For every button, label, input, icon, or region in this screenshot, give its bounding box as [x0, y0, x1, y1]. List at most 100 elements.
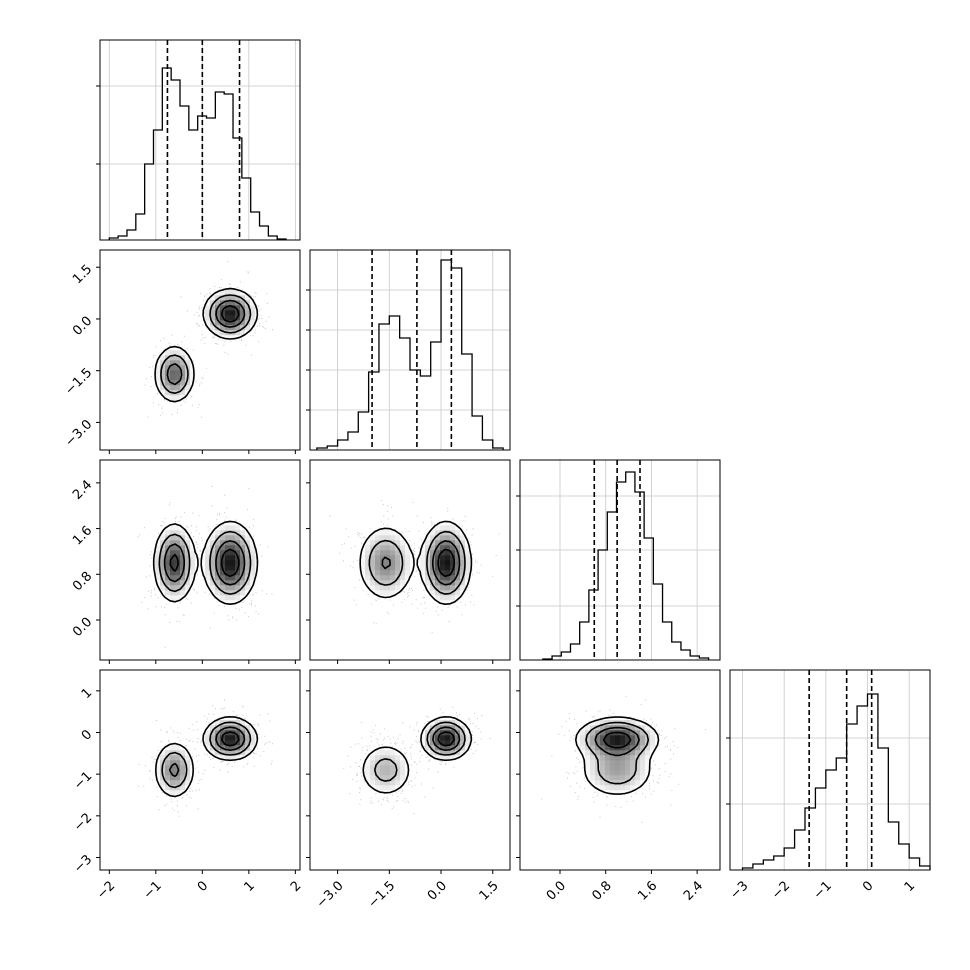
density-cell — [240, 540, 246, 546]
density-cell — [430, 750, 436, 756]
density-cell — [215, 310, 221, 316]
density-cell — [170, 595, 176, 601]
density-cell — [180, 370, 186, 376]
density-cell — [365, 760, 371, 766]
density-cell — [205, 730, 211, 736]
density-cell — [180, 585, 186, 591]
density-cell — [240, 330, 246, 336]
density-cell — [390, 590, 396, 596]
density-cell — [380, 780, 386, 786]
density-cell — [220, 525, 226, 531]
density-cell — [155, 360, 161, 366]
contour-line — [602, 731, 632, 749]
x-tick-label: −2 — [94, 878, 118, 902]
density-cell — [450, 750, 456, 756]
hist-panel-0 — [96, 39, 301, 241]
density-cell — [605, 760, 611, 766]
density-cell — [220, 535, 226, 541]
density-cell — [165, 550, 171, 556]
contour-line — [374, 721, 466, 782]
density-cell — [215, 595, 221, 601]
hist-panel-3 — [726, 669, 931, 871]
density-cell — [410, 565, 416, 571]
x-tick-label: 0.0 — [425, 878, 450, 903]
density-cell — [180, 750, 186, 756]
density-cell — [645, 760, 651, 766]
density-cell — [220, 560, 226, 566]
density-cell — [370, 540, 376, 546]
density-cell — [605, 720, 611, 726]
density-cell — [170, 755, 176, 761]
density-cell — [170, 585, 176, 591]
density-cell — [630, 785, 636, 791]
density-cell — [445, 565, 451, 571]
density-cell — [605, 725, 611, 731]
x-tick-label: −3.0 — [314, 878, 347, 911]
density-cell — [405, 560, 411, 566]
density-cell — [385, 540, 391, 546]
density-cell — [165, 760, 171, 766]
contour-line — [362, 716, 473, 794]
density-cell — [605, 775, 611, 781]
density-cell — [430, 745, 436, 751]
density-cell — [250, 565, 256, 571]
contour-line — [169, 726, 246, 778]
density-cell — [230, 590, 236, 596]
density-cell — [425, 575, 431, 581]
density-cell — [165, 790, 171, 796]
density-cell — [605, 740, 611, 746]
density-cell — [230, 290, 236, 296]
density-cell — [240, 525, 246, 531]
density-cell — [175, 530, 181, 536]
density-cell — [160, 565, 166, 571]
density-cell — [210, 540, 216, 546]
density-cell — [435, 735, 441, 741]
density-cell — [370, 585, 376, 591]
density-cell — [235, 305, 241, 311]
density-cell — [220, 330, 226, 336]
density-cell — [240, 580, 246, 586]
contour-line — [169, 548, 240, 578]
density-cell — [460, 560, 466, 566]
density-cell — [175, 555, 181, 561]
density-cell — [435, 535, 441, 541]
density-cell — [645, 750, 651, 756]
density-cell — [170, 790, 176, 796]
density-cell — [180, 530, 186, 536]
density-cell — [230, 600, 236, 606]
density-cell — [210, 555, 216, 561]
density-cell — [435, 730, 441, 736]
density-cell — [210, 750, 216, 756]
density-cell — [385, 760, 391, 766]
density-cell — [155, 560, 161, 566]
density-cell — [460, 750, 466, 756]
density-cell — [230, 310, 236, 316]
density-cell — [205, 550, 211, 556]
density-cell — [225, 750, 231, 756]
density-cell — [380, 585, 386, 591]
density-cell — [450, 540, 456, 546]
density-cell — [630, 720, 636, 726]
panel-frame — [99, 669, 301, 871]
density-cell — [160, 570, 166, 576]
density-cell — [395, 785, 401, 791]
density-cell — [160, 375, 166, 381]
density-cell — [395, 540, 401, 546]
density-cell — [365, 555, 371, 561]
density-cell — [405, 575, 411, 581]
density-cell — [445, 735, 451, 741]
density-cell — [465, 550, 471, 556]
density-cell — [230, 585, 236, 591]
density-cell — [420, 550, 426, 556]
density-cell — [440, 545, 446, 551]
density-cell — [450, 545, 456, 551]
density-cell — [165, 775, 171, 781]
density-cell — [435, 585, 441, 591]
density-cell — [580, 735, 586, 741]
density-cell — [240, 555, 246, 561]
density-cell — [240, 290, 246, 296]
density-cell — [170, 350, 176, 356]
density-cell — [365, 570, 371, 576]
contour-line — [163, 540, 246, 586]
density-cell — [170, 360, 176, 366]
